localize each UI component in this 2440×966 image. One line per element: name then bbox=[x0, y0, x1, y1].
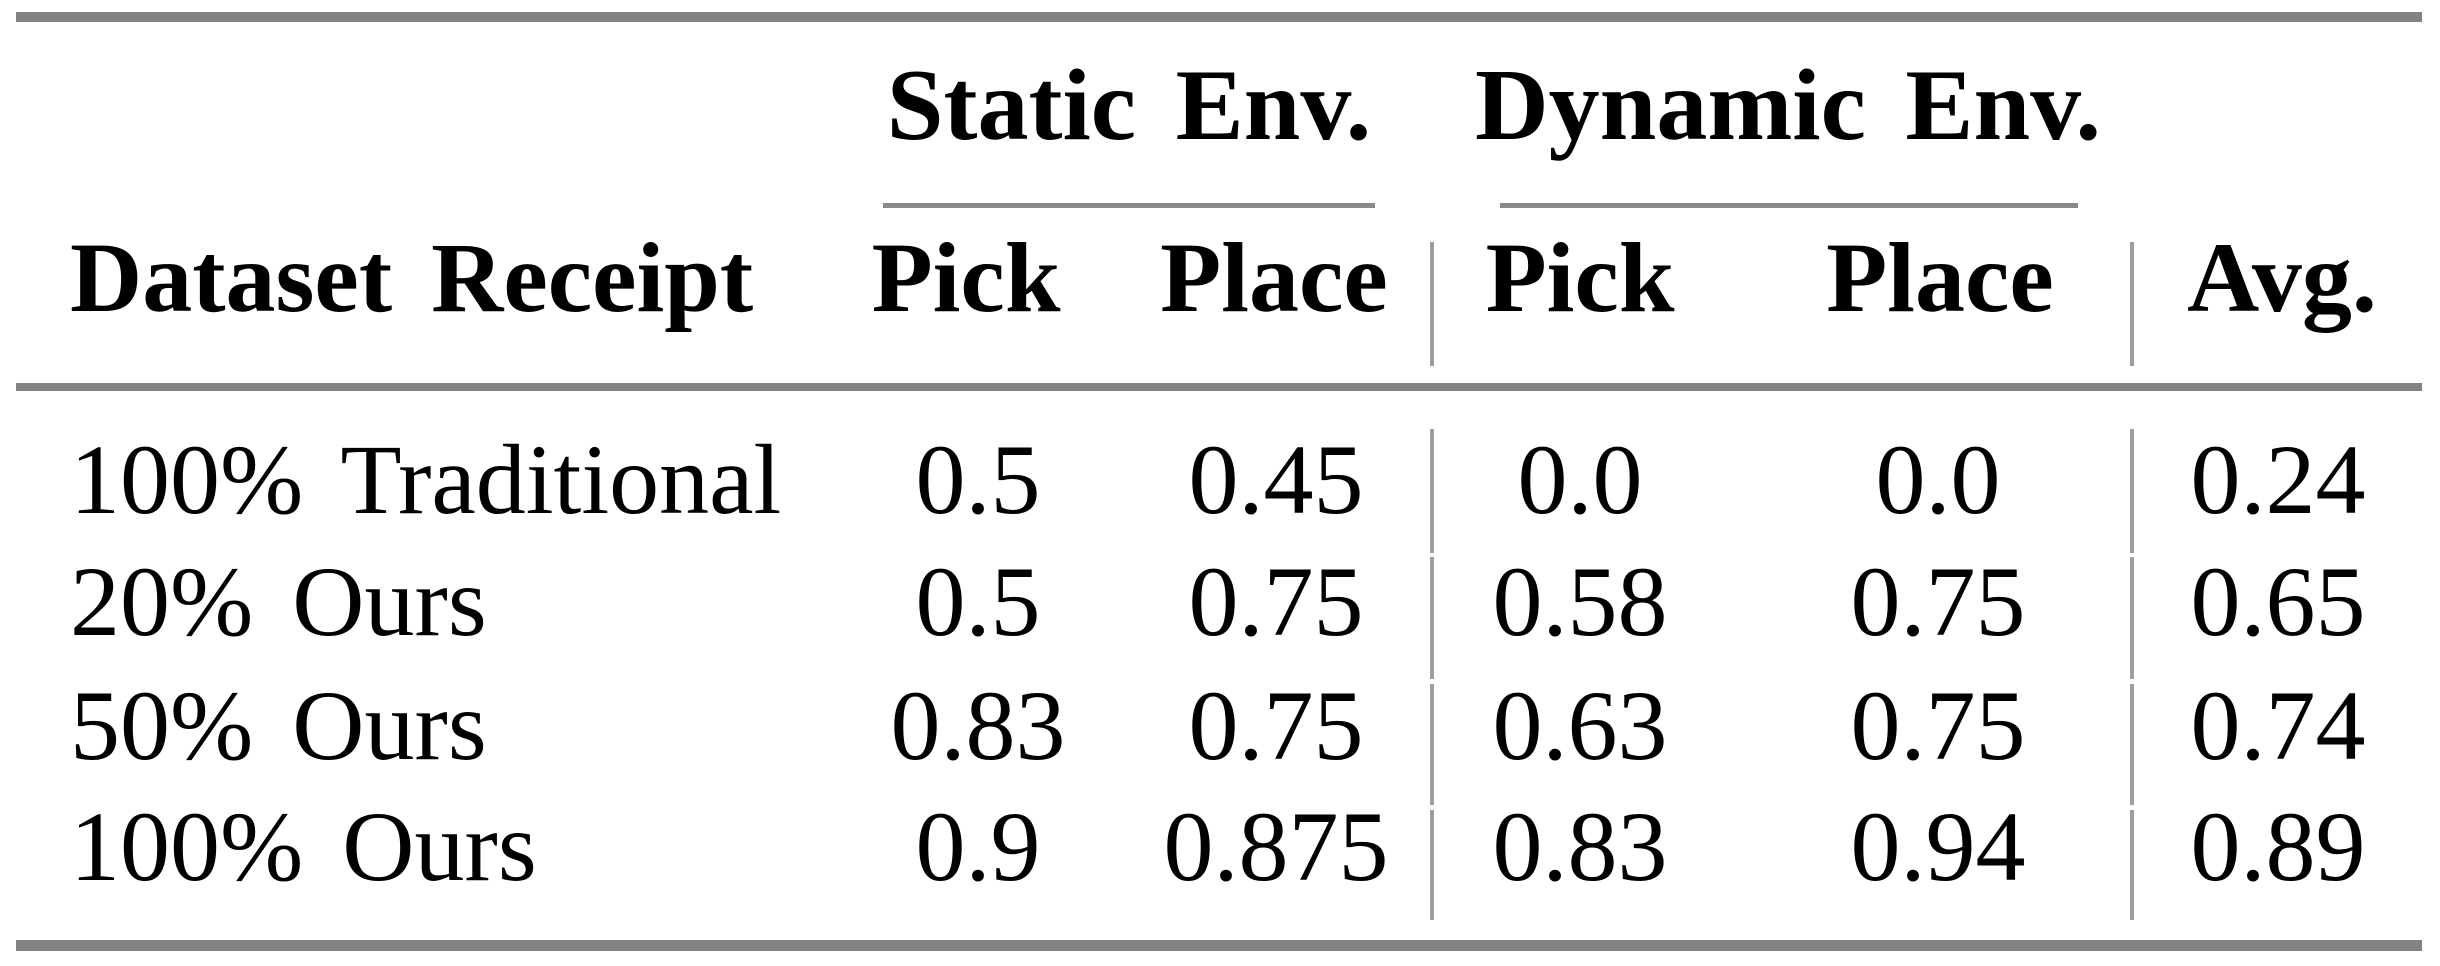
cell-dynamic-pick: 0.83 bbox=[1492, 791, 1668, 902]
cell-avg: 0.65 bbox=[2190, 546, 2366, 657]
cell-dynamic-place: 0.75 bbox=[1850, 670, 2026, 781]
cell-dynamic-place: 0.75 bbox=[1850, 546, 2026, 657]
divider-dynamic-avg bbox=[2130, 429, 2134, 553]
cell-static-pick: 0.9 bbox=[915, 791, 1041, 902]
table-bottom-rule bbox=[16, 940, 2422, 951]
divider-dynamic-avg bbox=[2130, 684, 2134, 805]
divider-static-dynamic bbox=[1430, 557, 1434, 679]
column-header-dataset-receipt: Dataset Receipt bbox=[70, 222, 754, 333]
cell-avg: 0.24 bbox=[2190, 424, 2366, 535]
divider-static-dynamic bbox=[1430, 684, 1434, 805]
cell-dynamic-pick: 0.63 bbox=[1492, 670, 1668, 781]
cell-static-pick: 0.83 bbox=[890, 670, 1066, 781]
divider-static-dynamic bbox=[1430, 429, 1434, 553]
cell-static-pick: 0.5 bbox=[915, 546, 1041, 657]
cell-static-pick: 0.5 bbox=[915, 424, 1041, 535]
row-label: 50% Ours bbox=[70, 670, 487, 781]
divider-dynamic-avg bbox=[2130, 242, 2134, 366]
column-header-dynamic-place: Place bbox=[1826, 222, 2054, 333]
divider-static-dynamic bbox=[1430, 242, 1434, 366]
column-header-static-place: Place bbox=[1160, 222, 1388, 333]
table-mid-rule bbox=[16, 383, 2422, 391]
cell-dynamic-pick: 0.58 bbox=[1492, 546, 1668, 657]
row-label: 100% Ours bbox=[70, 791, 537, 902]
cell-static-place: 0.75 bbox=[1188, 546, 1364, 657]
column-header-dynamic-pick: Pick bbox=[1485, 222, 1675, 333]
row-label: 20% Ours bbox=[70, 546, 487, 657]
cell-dynamic-pick: 0.0 bbox=[1517, 424, 1643, 535]
cell-static-place: 0.45 bbox=[1188, 424, 1364, 535]
dynamic-env-cmidrule bbox=[1500, 203, 2078, 208]
divider-static-dynamic bbox=[1430, 810, 1434, 920]
column-header-static-pick: Pick bbox=[871, 222, 1061, 333]
group-header-dynamic-env: Dynamic Env. bbox=[1474, 49, 2102, 162]
cell-avg: 0.89 bbox=[2190, 791, 2366, 902]
cell-dynamic-place: 0.94 bbox=[1850, 791, 2026, 902]
cell-static-place: 0.75 bbox=[1188, 670, 1364, 781]
cell-static-place: 0.875 bbox=[1163, 791, 1389, 902]
static-env-cmidrule bbox=[883, 203, 1375, 208]
group-header-static-env: Static Env. bbox=[886, 49, 1372, 162]
column-header-avg: Avg. bbox=[2187, 222, 2377, 333]
table-top-rule bbox=[16, 12, 2422, 22]
divider-dynamic-avg bbox=[2130, 810, 2134, 920]
divider-dynamic-avg bbox=[2130, 557, 2134, 679]
row-label: 100% Traditional bbox=[70, 424, 782, 535]
cell-avg: 0.74 bbox=[2190, 670, 2366, 781]
cell-dynamic-place: 0.0 bbox=[1875, 424, 2001, 535]
